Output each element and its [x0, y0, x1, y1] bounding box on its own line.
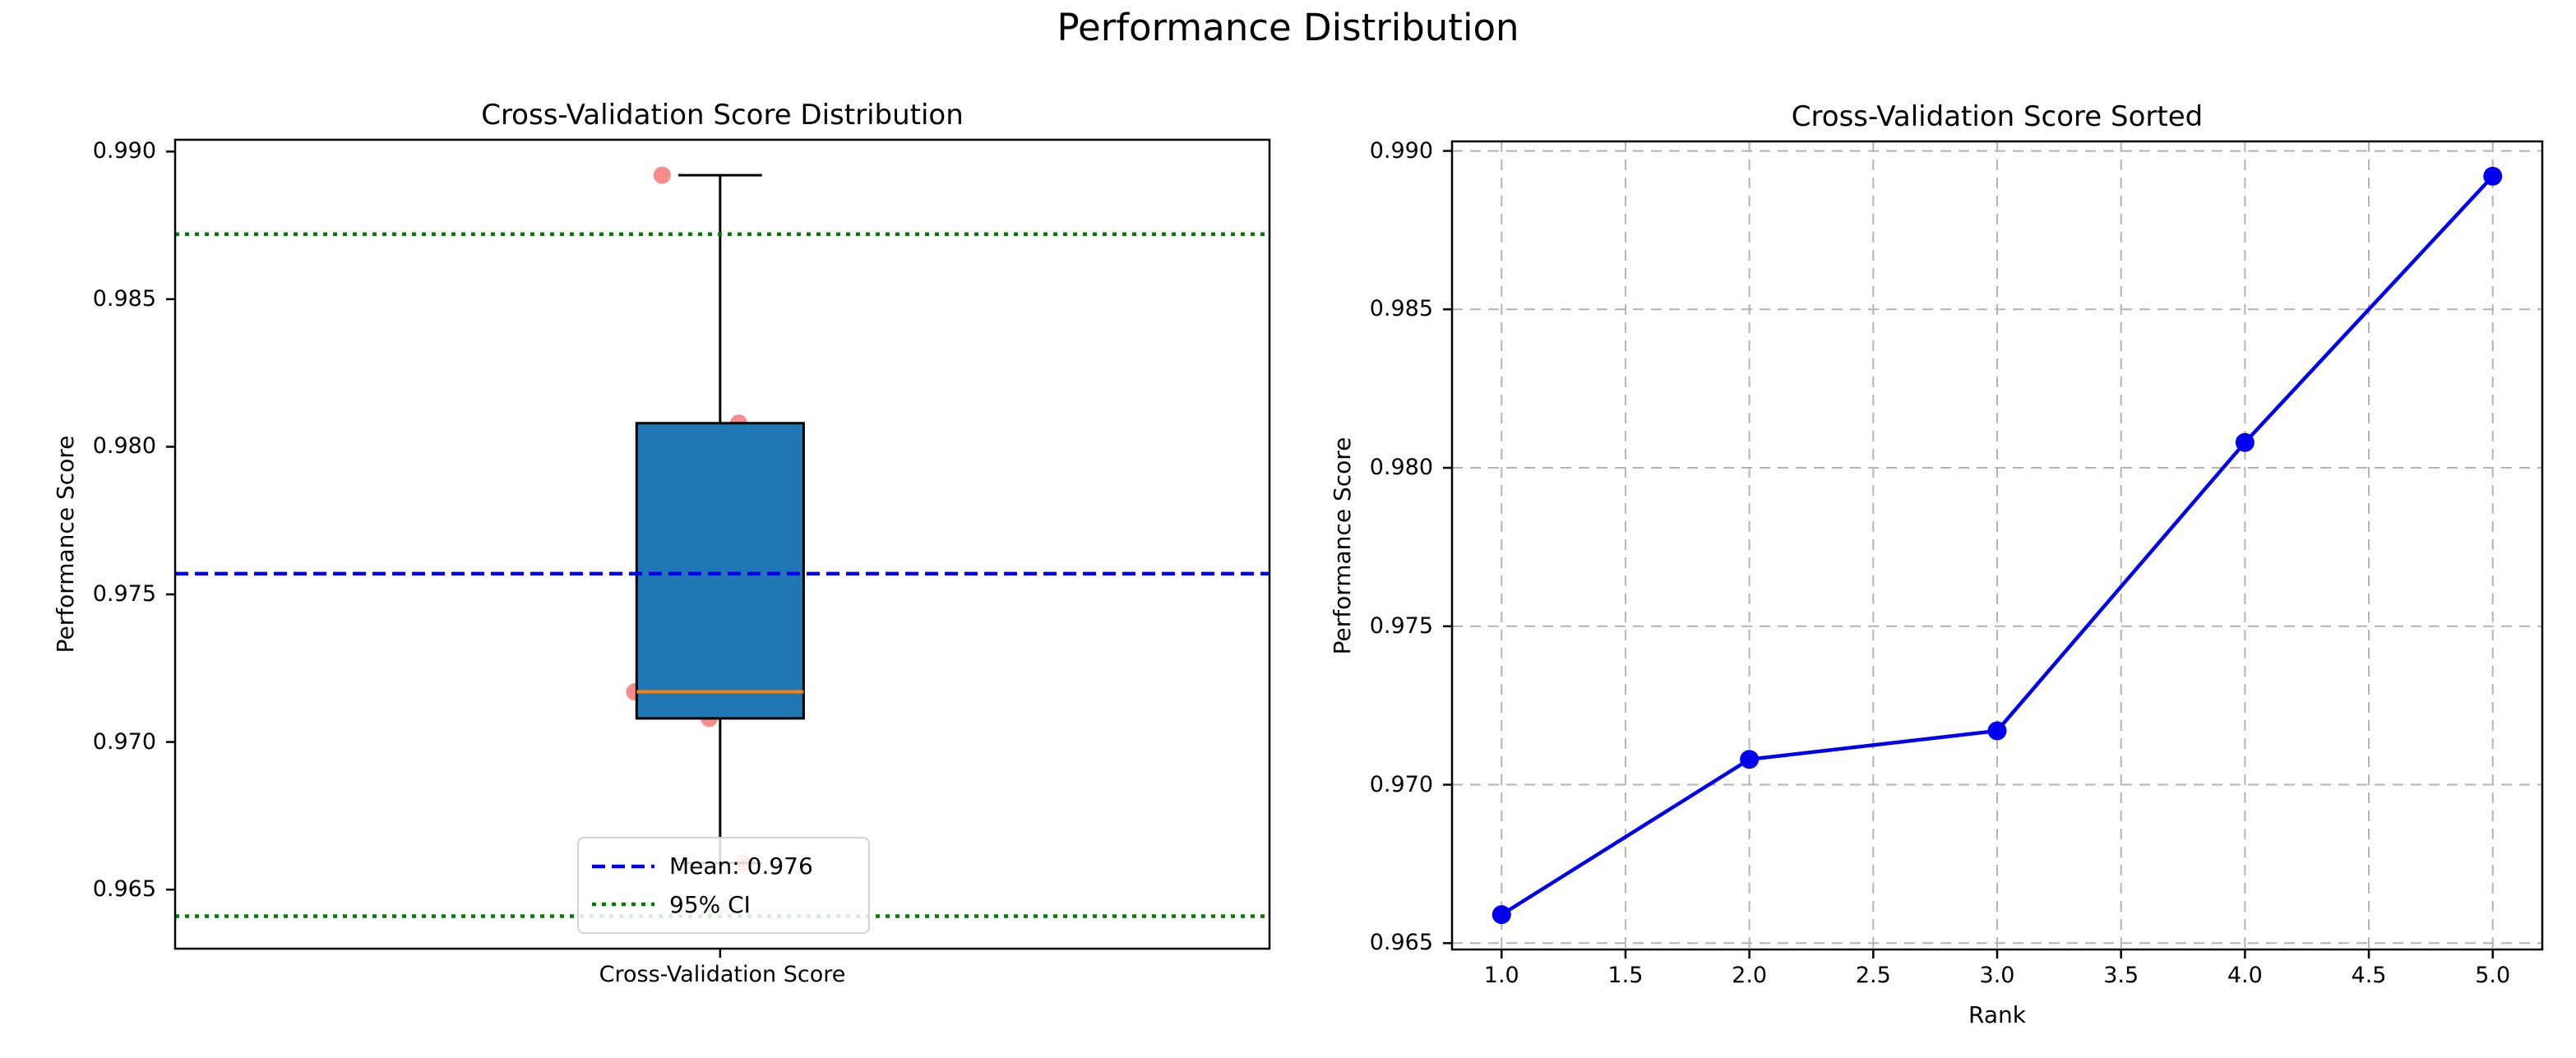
x-tick-label: 1.5 — [1607, 963, 1644, 988]
boxplot-title: Cross-Validation Score Distribution — [481, 98, 964, 132]
x-tick-label: 1.0 — [1483, 963, 1519, 988]
legend-label: Mean: 0.976 — [669, 852, 813, 880]
x-tick-label: 3.0 — [1979, 963, 2015, 988]
legend-entry: 95% CI — [592, 891, 855, 918]
lineplot-xlabel: Rank — [1968, 1001, 2026, 1028]
x-tick-label: 2.0 — [1732, 963, 1768, 988]
y-tick-label: 0.970 — [1369, 771, 1433, 797]
x-tick-label: 4.5 — [2351, 963, 2387, 988]
y-tick-label: 0.970 — [92, 728, 156, 755]
legend-dashed-line-icon — [592, 864, 654, 869]
y-tick-label: 0.980 — [1369, 455, 1433, 481]
x-tick-label: 5.0 — [2475, 963, 2511, 988]
y-tick-label: 0.975 — [92, 581, 156, 608]
y-tick-label: 0.990 — [92, 138, 156, 164]
y-tick-label: 0.985 — [92, 285, 156, 312]
x-tick-label: 2.5 — [1855, 963, 1891, 988]
axes-spines — [173, 138, 1271, 950]
box-rect — [635, 422, 805, 720]
legend-entry: Mean: 0.976 — [592, 852, 855, 880]
x-tick-label: 4.0 — [2227, 963, 2263, 988]
y-tick-label: 0.965 — [92, 876, 156, 903]
data-point — [2483, 166, 2503, 186]
boxplot-legend: Mean: 0.976 95% CI — [577, 837, 870, 934]
legend-dotted-line-icon — [592, 902, 654, 907]
y-tick-label: 0.985 — [1369, 296, 1433, 322]
boxplot-plot-area — [166, 138, 1271, 958]
x-tick-label: 3.5 — [2103, 963, 2139, 988]
y-tick-label: 0.975 — [1369, 612, 1433, 639]
data-point — [1740, 750, 1760, 769]
data-point — [1491, 905, 1511, 925]
data-point — [1987, 721, 2007, 741]
lineplot-plot-area — [1443, 140, 2544, 959]
y-tick-label: 0.980 — [92, 433, 156, 460]
y-tick-label: 0.965 — [1369, 930, 1433, 956]
data-point — [2235, 432, 2255, 452]
boxplot-ylabel: Performance Score — [52, 435, 79, 654]
legend-label: 95% CI — [669, 890, 751, 918]
scatter-point — [653, 166, 671, 184]
boxplot-subplot: Cross-Validation Score Distribution Perf… — [52, 99, 1271, 987]
lineplot-subplot: Cross-Validation Score Sorted Performanc… — [1329, 100, 2544, 1028]
figure-suptitle: Performance Distribution — [1057, 6, 1519, 49]
boxplot-xtick-label: Cross-Validation Score — [599, 962, 846, 987]
lineplot-title: Cross-Validation Score Sorted — [1791, 99, 2204, 133]
y-tick-label: 0.990 — [1369, 137, 1433, 164]
